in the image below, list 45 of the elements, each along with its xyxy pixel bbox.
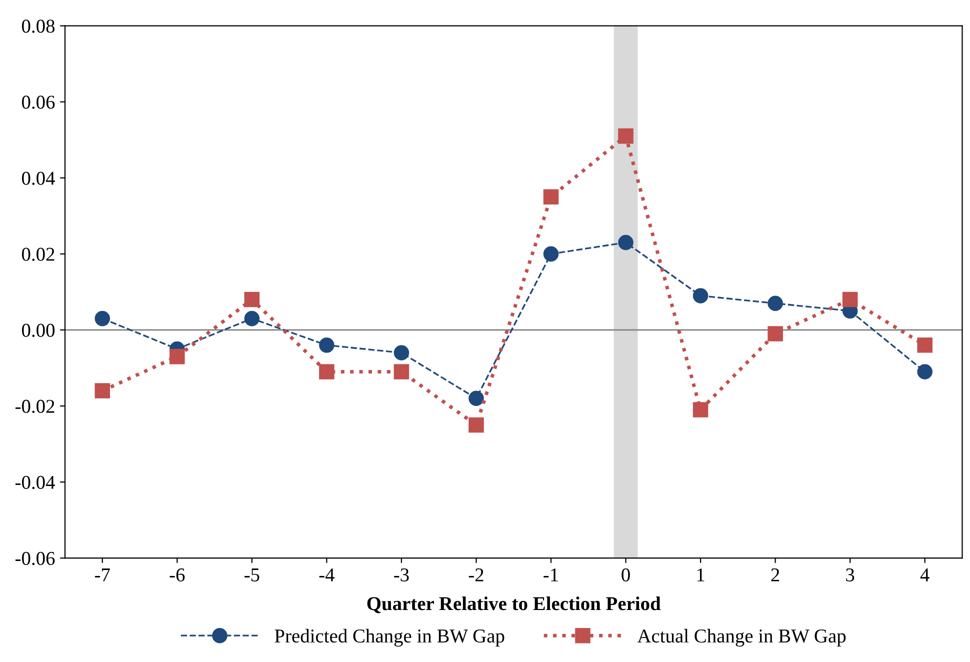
x-tick-label: 2 — [771, 568, 780, 582]
point — [394, 364, 410, 380]
x-tick-label: -5 — [244, 568, 260, 582]
point — [543, 189, 559, 205]
x-tick-label: -2 — [468, 568, 484, 582]
point — [94, 383, 110, 398]
point — [468, 390, 484, 406]
point — [618, 234, 634, 250]
legend-label: Predicted Change in BW Gap — [274, 628, 504, 647]
y-tick-label: -0.04 — [15, 476, 55, 490]
y-tick-label: 0.08 — [22, 20, 55, 33]
point — [842, 292, 858, 308]
point — [618, 128, 634, 144]
x-tick-label: 1 — [697, 568, 704, 582]
point — [170, 348, 185, 364]
y-tick-label: 0.02 — [22, 248, 54, 261]
x-tick-label: 4 — [920, 568, 930, 582]
x-tick-label: 3 — [846, 568, 854, 582]
y-tick-label: -0.06 — [15, 552, 55, 566]
x-tick-label: 0 — [622, 568, 630, 582]
point — [917, 364, 932, 380]
point — [543, 246, 559, 262]
point — [692, 288, 708, 304]
y-tick-label: 0.00 — [22, 324, 55, 337]
point — [468, 417, 484, 433]
point — [692, 402, 708, 418]
point — [394, 345, 410, 360]
y-tick-label: 0.04 — [22, 172, 55, 185]
point — [94, 310, 110, 326]
legend-label: Actual Change in BW Gap — [637, 628, 846, 647]
x-tick-label: -1 — [544, 568, 558, 582]
point — [917, 338, 932, 353]
y-tick-label: 0.06 — [22, 96, 55, 109]
point — [319, 338, 334, 353]
point — [319, 364, 334, 380]
x-tick-label: -6 — [170, 568, 185, 582]
x-tick-label: -4 — [319, 568, 334, 582]
point — [768, 326, 783, 342]
point — [244, 292, 260, 308]
y-tick-label: -0.02 — [15, 400, 54, 414]
x-axis-title: Quarter Relative to Election Period — [367, 596, 661, 614]
point — [768, 296, 783, 311]
x-tick-label: -3 — [394, 568, 409, 582]
point — [244, 310, 260, 326]
x-tick-label: -7 — [95, 568, 110, 582]
